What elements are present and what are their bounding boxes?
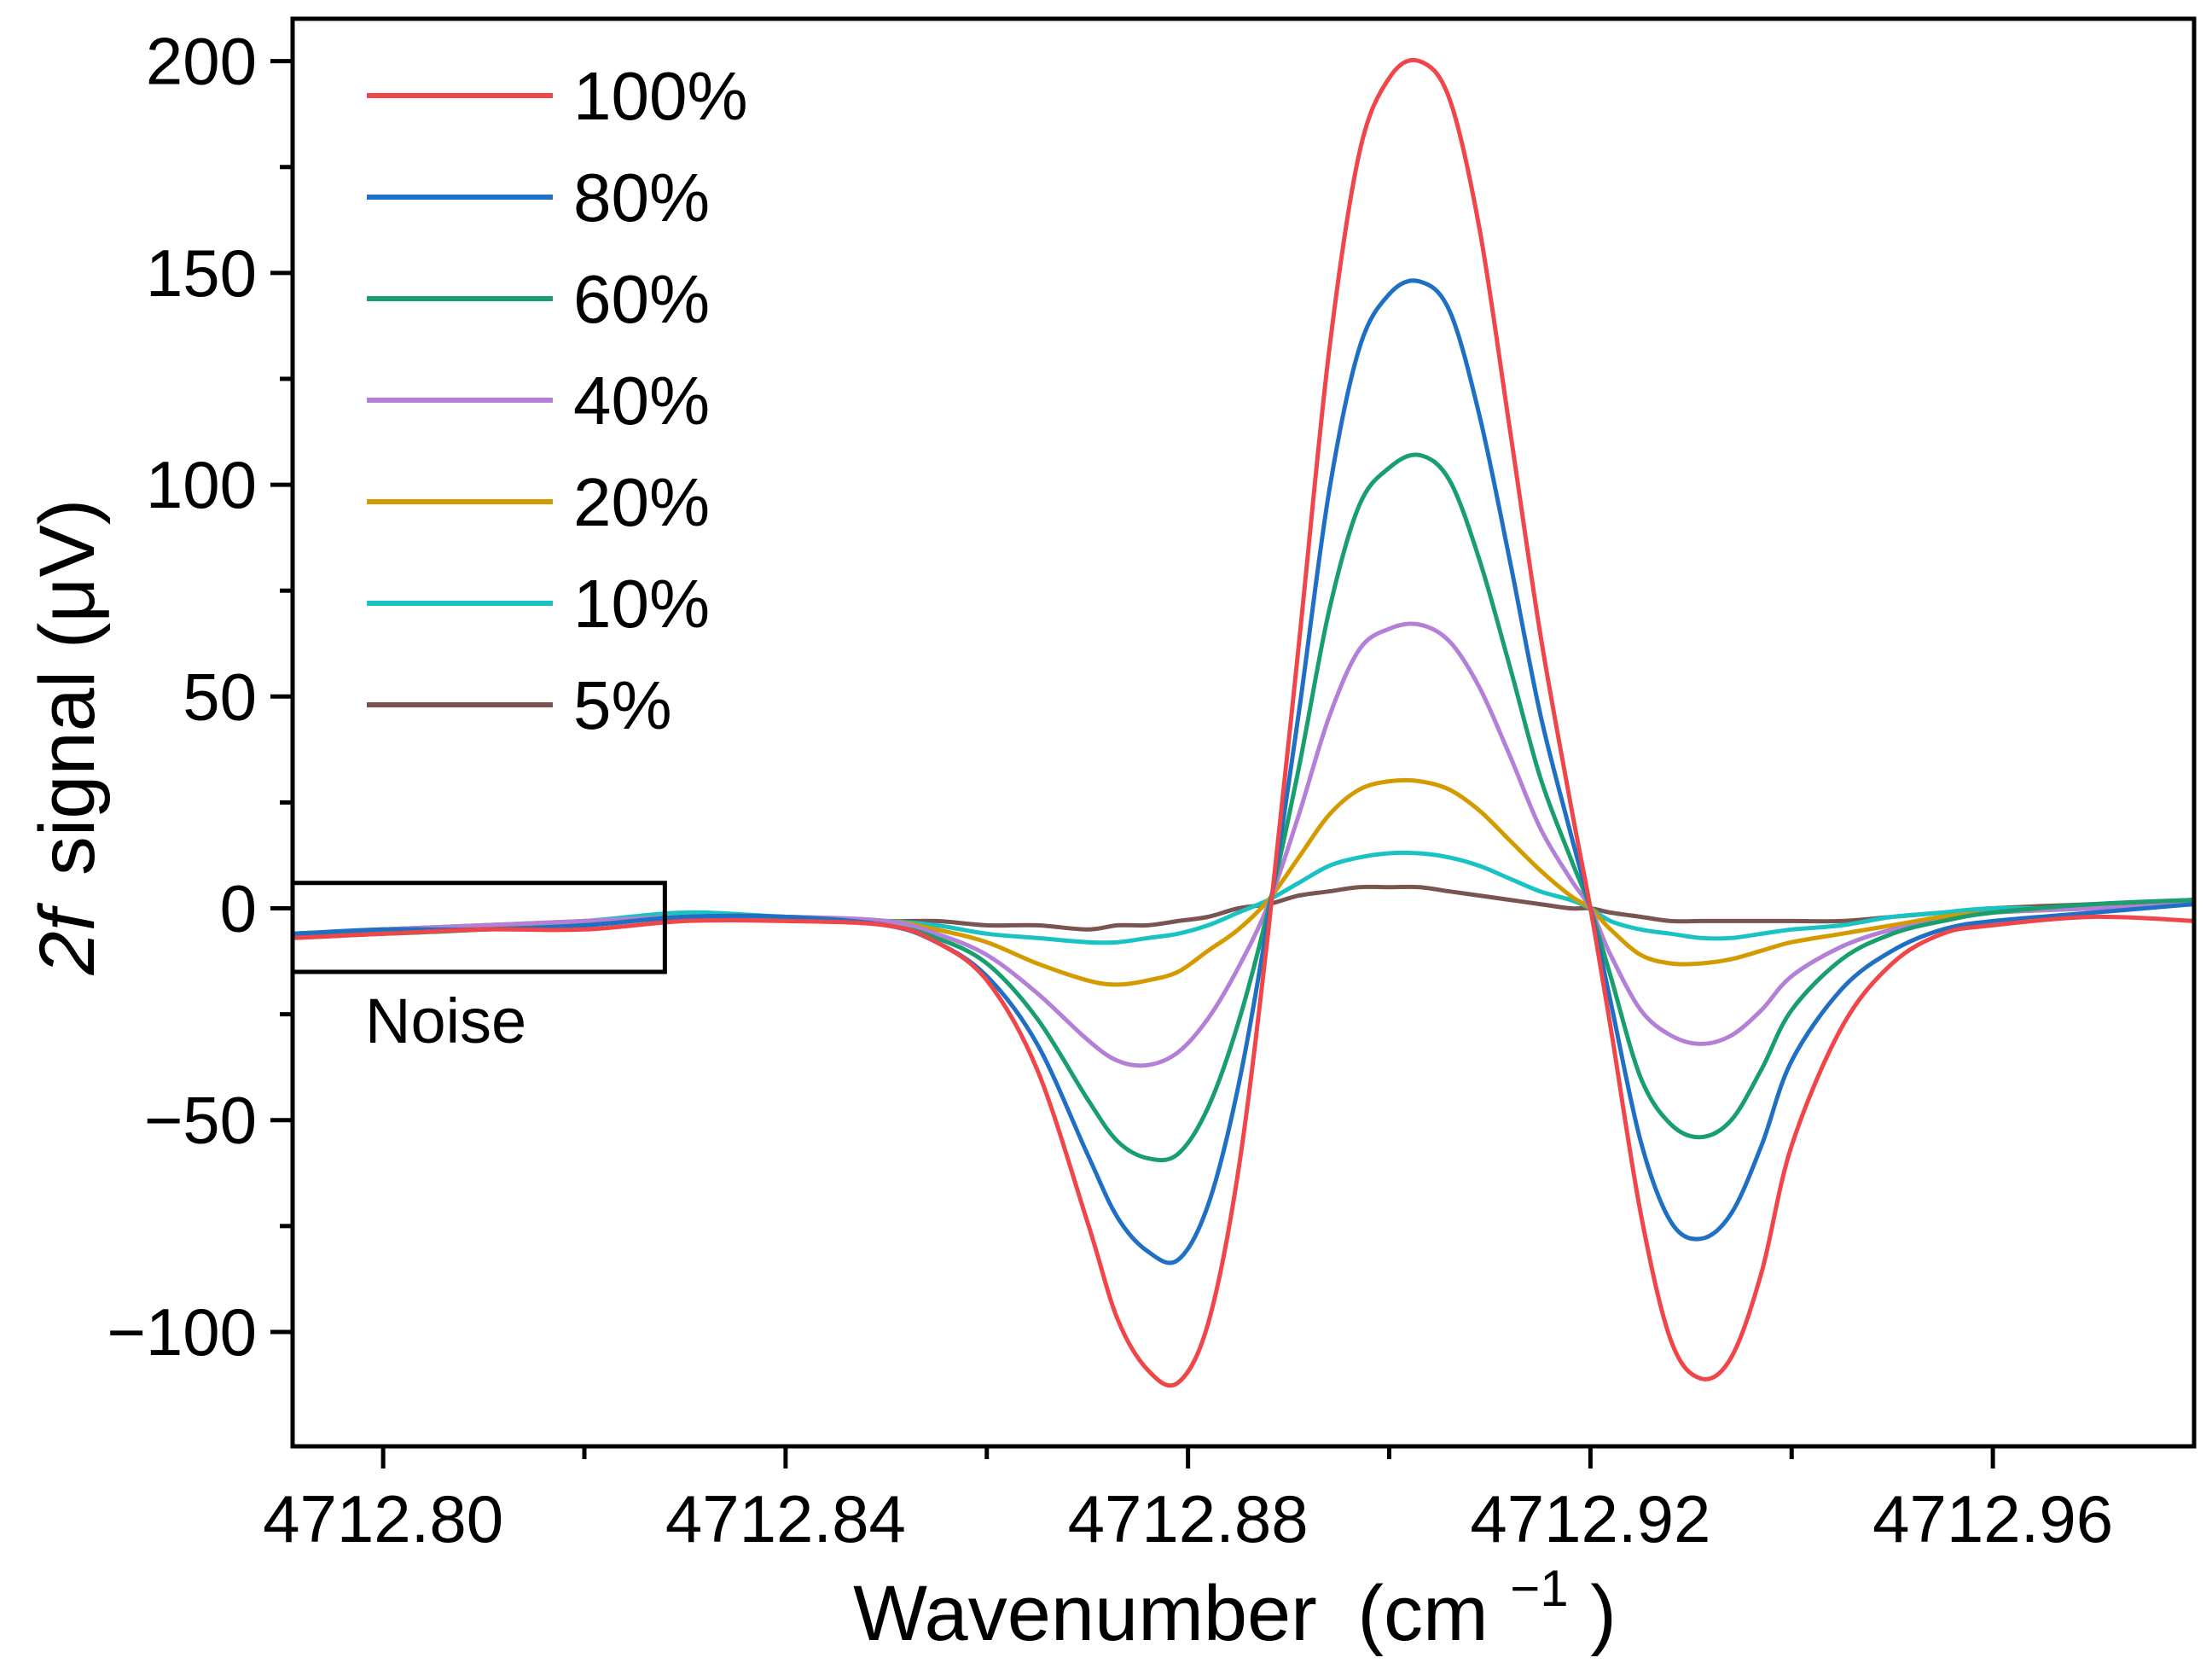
- y-tick-label: −100: [107, 1294, 257, 1370]
- y-tick-label: 200: [146, 24, 257, 99]
- x-axis-unit-exponent: −1: [1510, 1560, 1568, 1617]
- series-line-40pct: [290, 621, 2197, 1068]
- x-tick-label: 4712.80: [263, 1481, 503, 1556]
- y-tick-label: 150: [146, 236, 257, 311]
- x-axis-title-text: Wavenumber: [853, 1570, 1317, 1657]
- y-tick-label: −50: [144, 1083, 257, 1158]
- plot-frame: [290, 16, 2197, 1449]
- y-axis-title: 2f signal (μV): [24, 499, 111, 976]
- x-axis-unit-prefix: (cm: [1357, 1570, 1488, 1657]
- y-axis-title-text: signal (μV): [24, 499, 111, 876]
- legend-label-10pct: 10%: [573, 566, 710, 642]
- x-axis-unit-suffix: ): [1590, 1570, 1617, 1657]
- legend-label-100pct: 100%: [573, 58, 748, 134]
- y-axis-title-italic: 2f: [24, 902, 111, 975]
- legend-label-20pct: 20%: [573, 464, 710, 540]
- x-tick-label: 4712.84: [665, 1481, 906, 1556]
- noise-annotation-label: Noise: [365, 986, 526, 1056]
- legend-label-40pct: 40%: [573, 363, 710, 439]
- series-line-100pct: [290, 57, 2197, 1388]
- series-layer: [290, 57, 2197, 1388]
- x-axis-title: Wavenumber (cm −1 ): [853, 1536, 1617, 1657]
- x-tick-label: 4712.96: [1872, 1481, 2113, 1556]
- x-tick-label: 4712.92: [1470, 1481, 1710, 1556]
- ticks-layer: 4712.80 4712.84 4712.88 4712.92 4712.96 −100 −…: [107, 24, 2113, 1556]
- legend-label-80pct: 80%: [573, 160, 710, 236]
- legend: 100% 80% 60% 40% 20% 10% 5%: [367, 58, 748, 743]
- legend-label-5pct: 5%: [573, 667, 672, 743]
- y-tick-label: 100: [146, 447, 257, 522]
- x-tick-label: 4712.88: [1068, 1481, 1309, 1556]
- legend-label-60pct: 60%: [573, 261, 710, 337]
- y-tick-label: 50: [183, 659, 257, 734]
- y-tick-label: 0: [220, 871, 257, 946]
